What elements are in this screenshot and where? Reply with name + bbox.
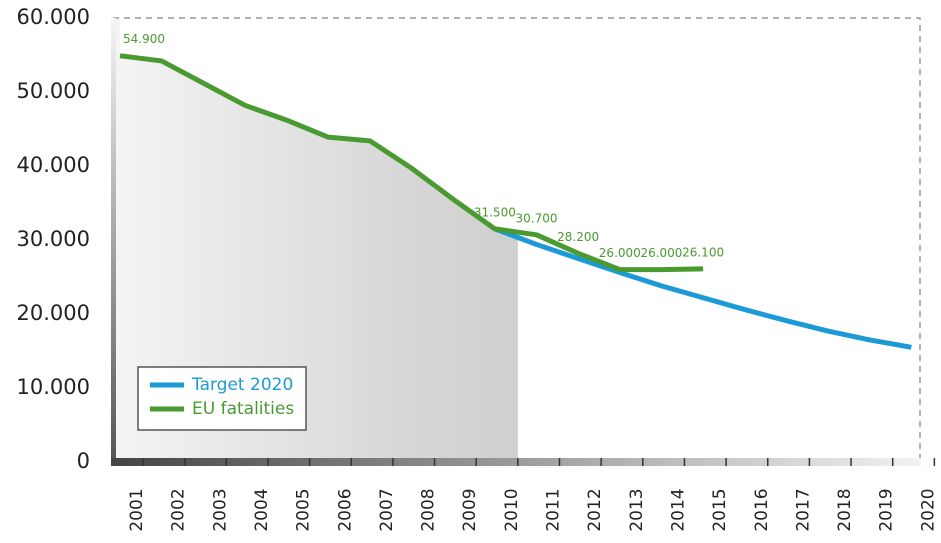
- x-tick-label: 2014: [668, 488, 688, 531]
- x-tick-label: 2012: [585, 488, 605, 531]
- x-tick-label: 2020: [918, 488, 938, 531]
- x-tick-label: 2015: [710, 488, 730, 531]
- x-tick-label: 2018: [835, 488, 855, 531]
- x-tick-label: 2009: [460, 488, 480, 531]
- y-axis: [111, 18, 116, 464]
- x-tick-label: 2010: [502, 488, 522, 531]
- x-tick-label: 2001: [127, 488, 147, 531]
- x-tick-label: 2004: [252, 488, 272, 531]
- y-tick-label: 10.000: [17, 375, 90, 399]
- y-tick-label: 20.000: [17, 301, 90, 325]
- y-tick-label: 50.000: [17, 79, 90, 103]
- legend: Target 2020 EU fatalities: [137, 366, 307, 431]
- legend-label: Target 2020: [191, 375, 293, 395]
- y-tick-label: 0: [77, 449, 90, 473]
- data-label: 28.200: [557, 230, 599, 244]
- data-label: 26.100: [682, 245, 724, 259]
- legend-box: [137, 366, 307, 431]
- x-tick-label: 2008: [419, 488, 439, 531]
- data-label: 54.900: [123, 32, 165, 46]
- x-tick-label: 2005: [294, 488, 314, 531]
- y-tick-label: 40.000: [17, 153, 90, 177]
- x-tick-label: 2011: [544, 488, 564, 531]
- data-label: 31.500: [474, 205, 516, 219]
- frame: [113, 17, 921, 462]
- x-tick-label: 2003: [210, 488, 230, 531]
- x-tick-label: 2016: [752, 488, 772, 531]
- y-tick-label: 60.000: [17, 5, 90, 29]
- x-tick-label: 2019: [877, 488, 897, 531]
- area-shade: [113, 18, 518, 462]
- x-tick-label: 2007: [377, 488, 397, 531]
- series-line: [119, 53, 704, 273]
- x-tick-label: 2006: [335, 488, 355, 531]
- legend-label: EU fatalities: [192, 399, 294, 419]
- x-tick-label: 2013: [627, 488, 647, 531]
- series-line: [493, 226, 912, 350]
- x-tick-label: 2017: [793, 488, 813, 531]
- data-label: 26.000: [640, 246, 682, 260]
- x-axis: [111, 458, 921, 466]
- data-label: 30.700: [516, 211, 558, 225]
- data-label: 26.000: [599, 246, 641, 260]
- x-tick-label: 2002: [169, 488, 189, 531]
- y-tick-label: 30.000: [17, 227, 90, 251]
